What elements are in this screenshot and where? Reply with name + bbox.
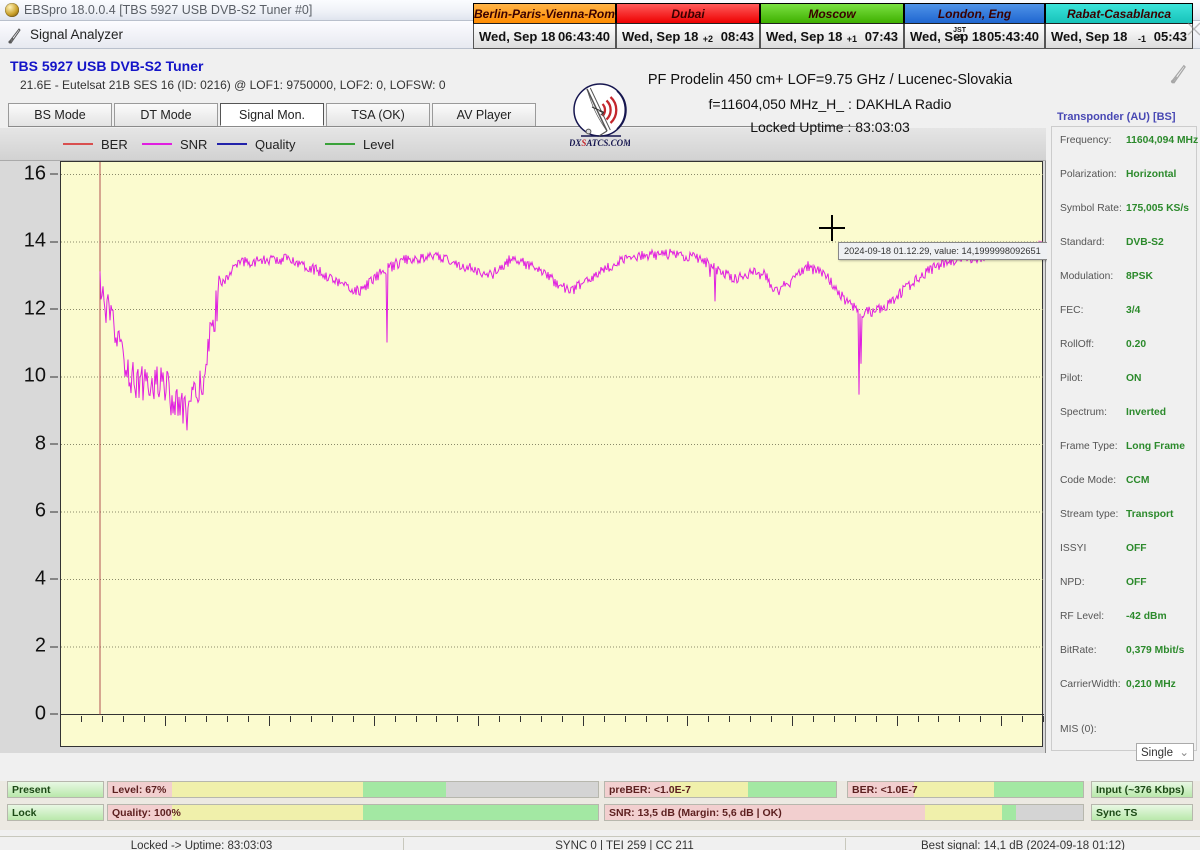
svg-text:DXSATCS.COM: DXSATCS.COM: [570, 138, 630, 148]
